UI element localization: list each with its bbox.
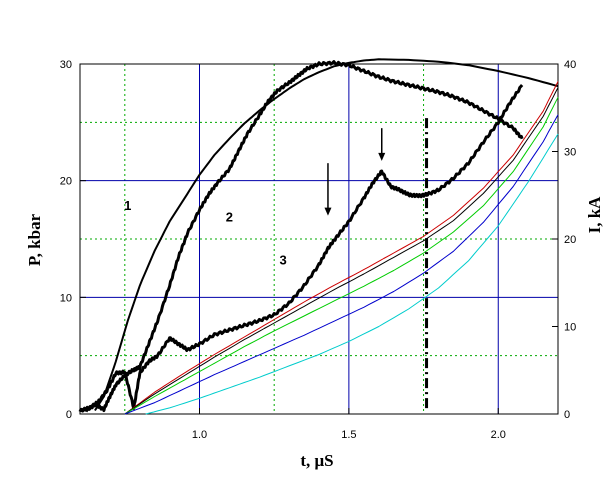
x-tick-label: 1.5 [341,429,356,441]
x-tick-label: 1.0 [192,429,207,441]
ticks-group: 1.0 1.5 2.0 0 10 20 30 0 10 20 30 40 [60,59,577,441]
markers-group [324,116,429,409]
y-right-tick-label: 40 [564,59,576,71]
y-right-tick-label: 10 [564,322,576,334]
curve-labels-group: 1 2 3 [124,198,287,268]
y-left-tick-label: 30 [60,59,72,71]
curve-label: 2 [226,210,233,225]
series-line [78,84,524,413]
x-tick-label: 2.0 [491,429,506,441]
series-line [124,114,559,415]
y-right-axis-title: I, kA [585,196,604,234]
y-left-axis-title: P, kbar [25,213,44,266]
y-right-tick-label: 20 [564,234,576,246]
series-line [84,60,524,413]
curve-label: 1 [124,198,131,213]
y-right-tick-label: 30 [564,147,576,159]
series-line [124,87,559,415]
series-group [78,58,559,415]
series-line [94,58,559,412]
arrow-head [378,152,386,161]
y-right-tick-label: 0 [564,409,570,421]
y-left-tick-label: 10 [60,292,72,304]
curve-label: 3 [280,253,287,268]
series-line [124,97,559,415]
x-axis-title: t, μS [300,451,333,470]
series-line [124,81,559,415]
series-line [145,133,559,415]
y-left-tick-label: 20 [60,176,72,188]
arrow-head [324,207,332,216]
y-left-tick-label: 0 [66,409,72,421]
grid [80,64,558,414]
